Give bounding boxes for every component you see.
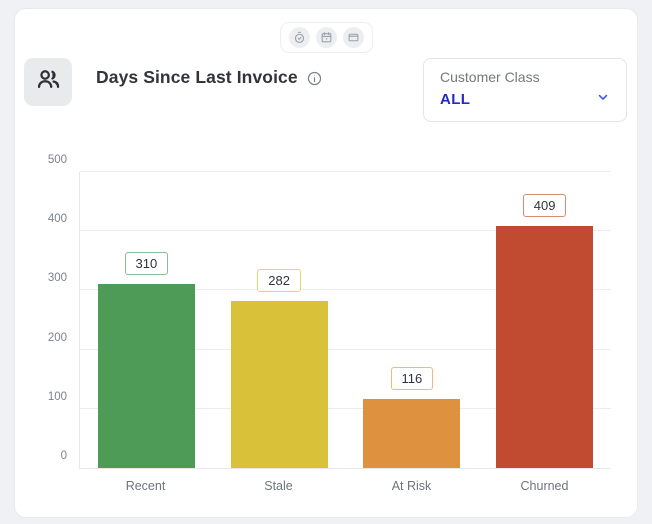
bar-column-stale: 282 — [213, 172, 346, 468]
bar-recent[interactable] — [97, 284, 195, 468]
bar-column-at-risk: 116 — [346, 172, 479, 468]
bar-churned[interactable] — [496, 225, 594, 468]
gridline — [80, 289, 611, 291]
value-label-churned: 409 — [522, 193, 567, 217]
bar-column-recent: 310 — [80, 172, 213, 468]
value-label-stale: 282 — [257, 269, 301, 293]
bar-column-churned: 409 — [478, 172, 611, 468]
timer-check-icon — [293, 31, 306, 44]
y-tick-label: 100 — [47, 390, 67, 403]
x-axis-labels: Recent Stale At Risk Churned — [79, 479, 611, 493]
gridline — [80, 171, 611, 172]
x-tick-label-at-risk: At Risk — [391, 479, 432, 493]
window-icon — [347, 31, 360, 44]
plot-area: 0 100 200 300 400 500 310 282 116 409 — [48, 154, 611, 469]
gridline — [80, 407, 611, 409]
y-tick-label: 500 — [47, 154, 67, 166]
y-tick-label: 300 — [47, 272, 67, 285]
widget-icon-tile — [24, 58, 72, 106]
calendar-button[interactable] — [315, 27, 337, 48]
value-label-at-risk: 116 — [390, 367, 434, 391]
gridline — [80, 230, 611, 232]
x-tick-label-recent: Recent — [125, 479, 166, 493]
card-actions-toolbar — [279, 22, 373, 53]
customer-class-dropdown[interactable]: Customer Class ALL — [423, 58, 627, 122]
gridline — [80, 348, 611, 350]
customer-class-label: Customer Class — [440, 69, 540, 85]
x-tick-label-stale: Stale — [264, 479, 293, 493]
value-label-recent: 310 — [124, 252, 169, 276]
info-icon[interactable] — [306, 70, 323, 87]
bar-at-risk[interactable] — [363, 399, 461, 468]
y-tick-label: 400 — [47, 213, 67, 226]
bar-chart: 0 100 200 300 400 500 310 282 116 409 Recent Stale… — [48, 154, 611, 493]
page-title: Days Since Last Invoice — [96, 67, 298, 87]
window-button[interactable] — [342, 27, 364, 48]
bar-stale[interactable] — [230, 301, 328, 468]
chevron-down-icon — [596, 90, 610, 109]
y-tick-label: 0 — [60, 450, 67, 462]
customer-class-value: ALL — [440, 91, 471, 108]
x-tick-label-churned: Churned — [520, 479, 569, 493]
chart-card: Days Since Last Invoice Customer Class A… — [14, 8, 638, 518]
y-tick-label: 200 — [47, 331, 67, 344]
users-icon — [35, 66, 62, 98]
card-header: Days Since Last Invoice Customer Class A… — [15, 53, 637, 122]
bars-row: 310 282 116 409 — [80, 172, 611, 468]
timer-check-button[interactable] — [288, 27, 310, 48]
calendar-icon — [320, 31, 333, 44]
